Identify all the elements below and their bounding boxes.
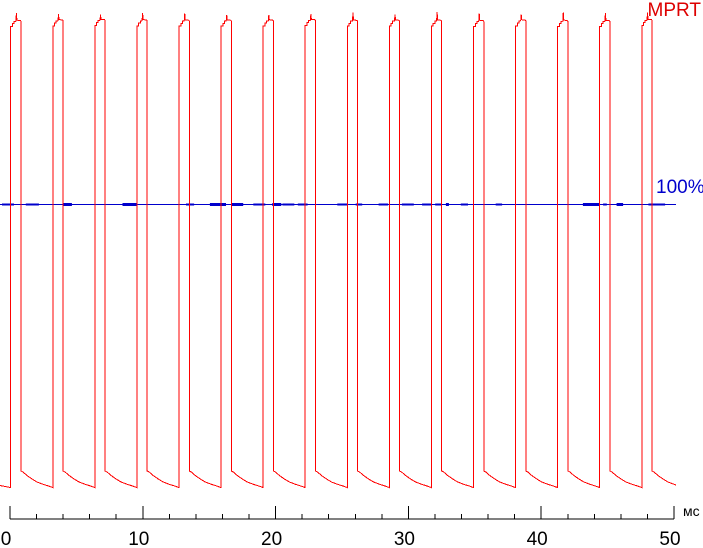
x-axis-unit-label: мс (683, 503, 700, 519)
series-label-mprt: MPRT (647, 0, 701, 21)
x-tick-label: 40 (526, 529, 548, 548)
x-tick-label: 50 (659, 529, 681, 548)
x-tick-label: 10 (128, 529, 150, 548)
reference-level-label: 100% (656, 177, 703, 198)
x-tick-label: 30 (393, 529, 415, 548)
x-tick-label: 20 (261, 529, 283, 548)
x-tick-label: 0 (0, 529, 12, 548)
